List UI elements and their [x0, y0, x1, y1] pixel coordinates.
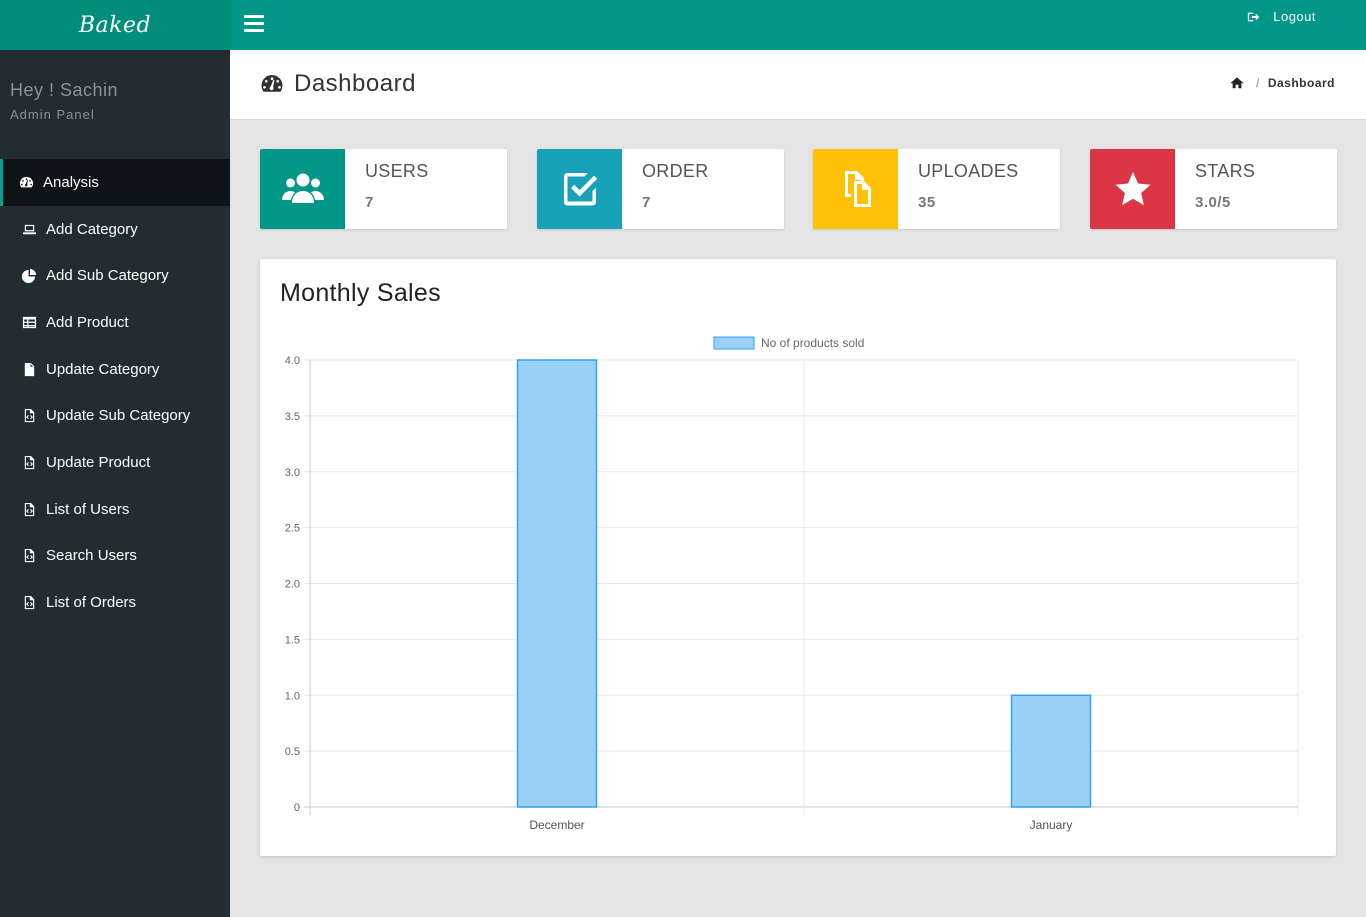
sidebar-item-update-category[interactable]: Update Category — [0, 346, 230, 393]
file-code-icon — [21, 548, 37, 564]
file-icon — [21, 361, 37, 377]
y-tick-label: 2.5 — [285, 523, 300, 535]
y-tick-label: 3.0 — [285, 467, 300, 479]
breadcrumb-separator: / — [1255, 76, 1260, 90]
legend-label: No of products sold — [761, 336, 864, 350]
stat-label: STARS — [1195, 161, 1256, 181]
sidebar-item-label: List of Orders — [46, 594, 137, 612]
file-code-icon — [21, 595, 37, 611]
sidebar-item-add-product[interactable]: Add Product — [0, 299, 230, 346]
sidebar-item-label: Add Product — [46, 313, 129, 331]
star-icon — [1115, 172, 1150, 206]
table-icon — [21, 314, 37, 330]
sidebar-item-analysis[interactable]: Analysis — [0, 159, 230, 206]
breadcrumb: / Dashboard — [1230, 76, 1335, 90]
sidebar-item-update-product[interactable]: Update Product — [0, 439, 230, 486]
sidebar-item-label: Update Category — [46, 360, 160, 378]
sidebar-item-add-sub-category[interactable]: Add Sub Category — [0, 252, 230, 299]
dashboard-icon — [18, 174, 34, 190]
sidebar-item-update-sub-category[interactable]: Update Sub Category — [0, 392, 230, 439]
stat-value: 3.0/5 — [1195, 194, 1231, 211]
sidebar-item-list-of-orders[interactable]: List of Orders — [0, 579, 230, 626]
stat-label: ORDER — [642, 161, 709, 181]
y-tick-label: 1.5 — [285, 634, 300, 646]
stat-card-order[interactable]: ORDER 7 — [537, 149, 784, 229]
stat-card-stars[interactable]: STARS 3.0/5 — [1090, 149, 1337, 229]
sidebar-item-list-of-users[interactable]: List of Users — [0, 486, 230, 533]
stat-label: UPLOADES — [918, 161, 1019, 181]
logout-link[interactable]: Logout — [1247, 9, 1316, 24]
sidebar-item-label: Search Users — [46, 547, 137, 565]
stat-icon-box — [260, 149, 345, 229]
stat-value: 7 — [642, 194, 651, 211]
menu-toggle-icon[interactable] — [244, 15, 264, 33]
monthly-sales-chart: 4.0 3.5 3.0 2.5 2.0 1.5 1.0 0.5 0 December January… — [285, 336, 1299, 832]
sidebar-item-label: Add Sub Category — [46, 267, 169, 285]
stat-icon-box — [813, 149, 898, 229]
sign-out-icon — [1248, 12, 1260, 21]
file-code-icon — [21, 408, 37, 424]
page-title-text: Dashboard — [294, 70, 416, 97]
page-header: Dashboard / Dashboard — [230, 50, 1366, 120]
bar — [516, 359, 598, 808]
sidebar-item-add-category[interactable]: Add Category — [0, 206, 230, 253]
sidebar-item-search-users[interactable]: Search Users — [0, 533, 230, 580]
bar — [1010, 694, 1092, 808]
sidebar-item-label: Update Sub Category — [46, 407, 191, 425]
user-role: Admin Panel — [10, 107, 95, 122]
chart-title: Monthly Sales — [280, 279, 441, 307]
users-icon — [281, 173, 324, 203]
check-square-icon — [563, 173, 597, 206]
top-navbar: Logout — [230, 0, 1366, 50]
sidebar-menu: Analysis Add Category Add Sub Category A… — [0, 159, 230, 626]
laptop-icon — [21, 221, 37, 237]
home-icon[interactable] — [1230, 76, 1244, 90]
logout-label: Logout — [1273, 9, 1316, 24]
legend-swatch — [713, 336, 755, 350]
user-panel: Hey ! Sachin Admin Panel — [0, 50, 230, 159]
brand-logo[interactable]: Baked — [0, 0, 230, 50]
sidebar: Baked Hey ! Sachin Admin Panel Analysis … — [0, 0, 230, 917]
stat-value: 35 — [918, 194, 936, 211]
y-tick-label: 1.0 — [285, 690, 300, 702]
y-tick-label: 0.5 — [285, 746, 300, 758]
x-tick-label: December — [529, 818, 584, 832]
sidebar-item-label: Add Category — [46, 220, 138, 238]
x-tick-label: January — [1030, 818, 1073, 832]
stat-card-uploades[interactable]: UPLOADES 35 — [813, 149, 1060, 229]
stat-label: USERS — [365, 161, 429, 181]
stat-card-users[interactable]: USERS 7 — [260, 149, 507, 229]
y-tick-label: 3.5 — [285, 411, 300, 423]
sidebar-item-label: Update Product — [46, 453, 151, 471]
breadcrumb-current: Dashboard — [1267, 76, 1335, 90]
y-tick-label: 2.0 — [285, 579, 300, 591]
stat-value: 7 — [365, 194, 374, 211]
files-icon — [844, 171, 871, 207]
stat-icon-box — [537, 149, 622, 229]
sidebar-item-label: Analysis — [43, 173, 99, 191]
file-code-icon — [21, 454, 37, 470]
file-code-icon — [21, 501, 37, 517]
pie-chart-icon — [21, 268, 37, 284]
dashboard-icon — [261, 75, 283, 92]
monthly-sales-panel: Monthly Sales 4.0 3.5 3.0 2.5 2.0 1.5 1.0 0.5 0 D… — [260, 259, 1336, 856]
sidebar-item-label: List of Users — [46, 500, 130, 518]
page-title: Dashboard — [260, 70, 416, 98]
y-tick-label: 0 — [294, 802, 300, 814]
user-greeting: Hey ! Sachin — [10, 80, 119, 100]
y-tick-label: 4.0 — [285, 355, 300, 367]
stat-icon-box — [1090, 149, 1175, 229]
